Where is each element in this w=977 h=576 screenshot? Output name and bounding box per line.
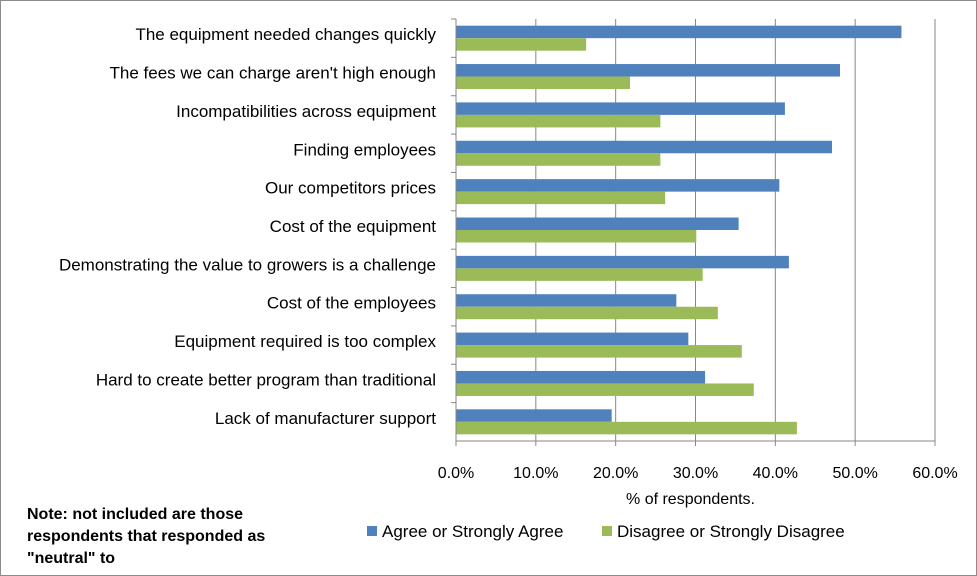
bar-agree	[456, 332, 689, 346]
bar-agree	[456, 217, 739, 230]
bar-disagree	[456, 383, 754, 396]
x-tick-label: 40.0%	[753, 465, 798, 482]
category-label: Equipment required is too complex	[174, 332, 436, 351]
legend-label: Agree or Strongly Agree	[382, 522, 563, 541]
x-tick-label: 50.0%	[832, 465, 877, 482]
category-label: The equipment needed changes quickly	[135, 25, 436, 44]
footnote: Note: not included are those respondents…	[27, 506, 266, 567]
category-label: Incompatibilities across equipment	[176, 102, 436, 121]
axes	[451, 18, 936, 446]
bar-agree	[456, 409, 612, 422]
category-label: Hard to create better program than tradi…	[96, 370, 436, 389]
x-tick-label: 60.0%	[912, 465, 957, 482]
legend-swatch	[602, 526, 612, 536]
category-labels: The equipment needed changes quickly The …	[59, 25, 437, 428]
bar-agree	[456, 370, 706, 384]
bar-agree	[456, 294, 677, 307]
bar-agree	[456, 64, 840, 77]
bar-disagree	[456, 191, 666, 205]
bar-disagree	[456, 153, 661, 166]
x-axis-title: % of respondents.	[626, 491, 755, 508]
x-tick-labels: 0.0% 10.0% 20.0% 30.0% 40.0% 50.0% 60.0%	[438, 465, 958, 482]
legend-label: Disagree or Strongly Disagree	[617, 522, 845, 541]
bar-disagree	[456, 38, 587, 51]
bar-disagree	[456, 345, 742, 358]
bar-agree	[456, 255, 789, 269]
bar-disagree	[456, 114, 661, 128]
bar-disagree	[456, 230, 697, 243]
category-label: The fees we can charge aren't high enoug…	[110, 64, 436, 83]
bar-agree	[456, 140, 833, 154]
bar-agree	[456, 102, 785, 115]
x-tick-label: 30.0%	[673, 465, 718, 482]
category-label: Demonstrating the value to growers is a …	[59, 255, 436, 274]
bars	[456, 25, 902, 435]
x-tick-label: 20.0%	[593, 465, 638, 482]
legend: Agree or Strongly Agree Disagree or Stron…	[367, 522, 845, 541]
bar-disagree	[456, 421, 797, 435]
bar-disagree	[456, 306, 718, 320]
category-label: Finding employees	[293, 140, 436, 159]
x-tick-label: 0.0%	[438, 465, 474, 482]
legend-swatch	[367, 526, 377, 536]
bar-disagree	[456, 76, 631, 90]
category-label: Our competitors prices	[265, 179, 436, 198]
category-label: Cost of the employees	[267, 294, 436, 313]
category-label: Cost of the equipment	[270, 217, 437, 236]
category-label: Lack of manufacturer support	[215, 409, 436, 428]
bar-disagree	[456, 268, 703, 281]
bar-agree	[456, 25, 902, 39]
bar-agree	[456, 179, 780, 192]
x-tick-label: 10.0%	[513, 465, 558, 482]
